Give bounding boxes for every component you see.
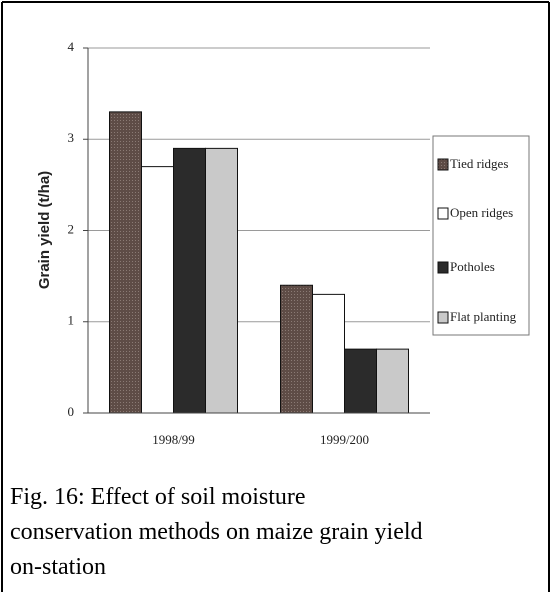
legend-label: Potholes [450, 259, 495, 274]
bar [109, 111, 142, 414]
legend-swatch [437, 207, 449, 220]
y-tick-label: 0 [68, 404, 75, 419]
legend-label: Tied ridges [450, 156, 508, 171]
y-tick-label: 2 [68, 221, 75, 236]
y-tick-label: 4 [68, 39, 75, 54]
caption: Fig. 16: Effect of soil moisture conserv… [10, 484, 423, 580]
legend-label: Flat planting [450, 309, 517, 324]
bar [312, 293, 345, 414]
bar [280, 284, 313, 414]
y-tick-label: 3 [68, 130, 75, 145]
legend-swatch [437, 261, 449, 274]
bar [141, 166, 174, 414]
x-tick-label: 1998/99 [152, 432, 195, 447]
bar [205, 147, 238, 414]
bar [376, 348, 409, 414]
x-tick-label: 1999/200 [320, 432, 369, 447]
y-axis-label: Grain yield (t/ha) [36, 171, 53, 289]
legend-label: Open ridges [450, 205, 513, 220]
legend-swatch [437, 158, 449, 171]
bar [173, 147, 206, 414]
legend-box [432, 135, 530, 336]
legend-swatch [437, 311, 449, 324]
y-tick-label: 1 [68, 313, 75, 328]
bar [344, 348, 377, 414]
